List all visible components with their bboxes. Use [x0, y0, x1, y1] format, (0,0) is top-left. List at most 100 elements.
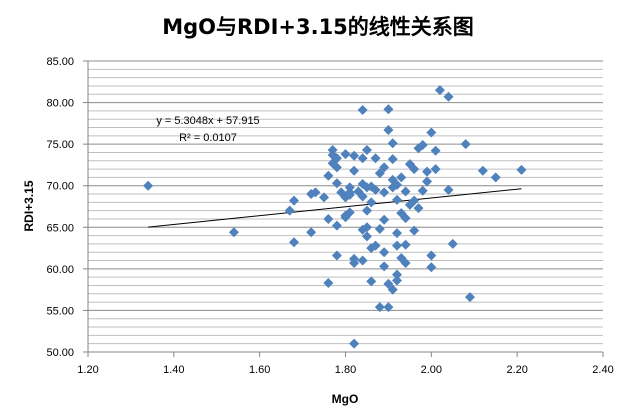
- trendline-equation: y = 5.3048x + 57.915: [156, 115, 259, 127]
- data-point: [357, 191, 368, 202]
- data-point: [349, 165, 360, 176]
- data-point: [344, 189, 355, 200]
- data-point: [361, 222, 372, 233]
- data-point: [426, 127, 437, 138]
- data-point: [426, 262, 437, 273]
- data-point: [289, 195, 299, 206]
- data-point: [228, 227, 239, 238]
- data-point: [143, 180, 154, 191]
- y-tick-label: 85.00: [46, 56, 74, 68]
- y-tick-label: 80.00: [46, 98, 74, 110]
- data-point: [417, 139, 428, 150]
- y-tick-label: 60.00: [46, 264, 74, 276]
- data-point: [379, 247, 390, 258]
- data-point: [464, 292, 475, 303]
- data-point: [357, 105, 368, 116]
- y-tick-label: 65.00: [46, 222, 74, 234]
- data-point: [400, 258, 411, 269]
- data-point: [374, 302, 385, 313]
- x-tick-label: 1.20: [77, 364, 98, 376]
- x-tick-labels: 1.20 1.40 1.60 1.80 2.00 2.20 2.40: [77, 364, 613, 376]
- data-point: [477, 165, 488, 176]
- data-points: [143, 85, 527, 349]
- data-point: [370, 153, 381, 164]
- data-point: [383, 125, 394, 136]
- y-tick-label: 70.00: [46, 181, 74, 193]
- data-point: [323, 213, 334, 224]
- y-tick-label: 55.00: [46, 305, 74, 317]
- data-point: [349, 338, 360, 349]
- data-point: [349, 258, 360, 269]
- data-point: [392, 240, 402, 251]
- data-point: [392, 194, 402, 205]
- x-tick-label: 2.00: [421, 364, 442, 376]
- data-point: [289, 237, 299, 248]
- y-tick-labels: 50.00 55.00 60.00 65.00 70.00 75.00 80.00 85.00: [46, 56, 74, 359]
- data-point: [392, 228, 402, 239]
- data-point: [366, 197, 377, 208]
- data-point: [331, 162, 342, 173]
- x-tick-label: 1.40: [163, 364, 184, 376]
- y-tick-label: 75.00: [46, 139, 74, 151]
- data-point: [310, 187, 321, 198]
- data-point: [387, 138, 398, 149]
- data-point: [392, 269, 402, 280]
- data-point: [370, 184, 381, 195]
- data-point: [361, 205, 372, 216]
- data-point: [392, 275, 402, 286]
- data-point: [383, 278, 394, 289]
- data-point: [434, 85, 445, 96]
- y-tick-label: 50.00: [46, 347, 74, 359]
- data-point: [361, 231, 372, 242]
- data-point: [344, 207, 355, 218]
- data-point: [323, 277, 334, 288]
- data-point: [430, 164, 441, 175]
- data-point: [284, 205, 295, 216]
- y-axis-label: RDI+3.15: [22, 180, 36, 231]
- data-point: [331, 250, 342, 261]
- data-point: [396, 172, 407, 183]
- x-tick-label: 1.80: [335, 364, 356, 376]
- data-point: [379, 162, 390, 173]
- data-point: [383, 302, 394, 313]
- data-point: [319, 192, 330, 203]
- data-point: [306, 227, 317, 238]
- data-point: [340, 149, 351, 160]
- data-point: [357, 153, 368, 164]
- data-point: [490, 172, 501, 183]
- data-point: [331, 220, 342, 231]
- data-point: [400, 239, 411, 250]
- x-tick-label: 2.40: [592, 364, 613, 376]
- data-point: [426, 250, 437, 261]
- data-point: [374, 223, 385, 234]
- data-point: [516, 164, 527, 175]
- axes: [83, 60, 604, 357]
- data-point: [409, 164, 420, 175]
- data-point: [409, 225, 420, 236]
- data-point: [387, 154, 398, 165]
- data-point: [374, 168, 385, 179]
- data-point: [331, 153, 342, 164]
- trendline: [148, 188, 522, 228]
- data-point: [361, 144, 372, 155]
- data-point: [443, 91, 454, 102]
- data-point: [349, 150, 360, 161]
- x-tick-label: 2.20: [506, 364, 527, 376]
- trendline-r2: R² = 0.0107: [179, 132, 237, 144]
- data-point: [392, 179, 402, 190]
- data-point: [443, 184, 454, 195]
- data-point: [383, 104, 394, 115]
- data-point: [460, 139, 471, 150]
- data-point: [422, 176, 433, 187]
- x-tick-label: 1.60: [249, 364, 270, 376]
- data-point: [331, 178, 342, 189]
- data-point: [409, 195, 420, 206]
- data-point: [387, 284, 398, 295]
- data-point: [400, 186, 411, 197]
- data-point: [366, 276, 377, 287]
- chart-title: MgO与RDI+3.15的线性关系图: [162, 15, 474, 39]
- data-point: [430, 145, 441, 156]
- x-axis-label: MgO: [332, 392, 359, 406]
- data-point: [422, 166, 433, 177]
